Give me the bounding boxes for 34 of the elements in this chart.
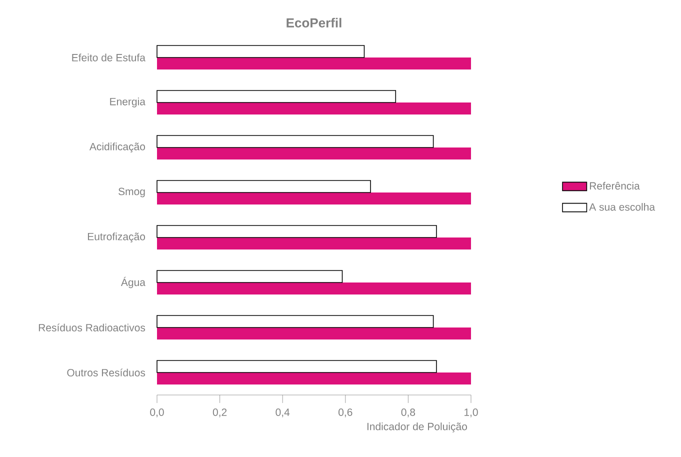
bar xyxy=(157,147,471,160)
y-tick-label: Acidificação xyxy=(89,142,146,152)
x-tick-label: 0,8 xyxy=(401,408,416,418)
x-axis-title: Indicador de Poluição xyxy=(367,422,467,432)
y-tick-label: Energia xyxy=(110,98,146,108)
bar xyxy=(157,237,471,250)
bar xyxy=(156,135,434,148)
bar xyxy=(156,180,371,193)
x-tick-label: 0,2 xyxy=(212,408,227,418)
x-tick-label: 1,0 xyxy=(464,408,478,418)
y-tick-label: Efeito de Estufa xyxy=(72,54,146,62)
bar xyxy=(156,45,365,58)
legend-label: A sua escolha xyxy=(589,203,656,211)
y-tick-label: Outros Resíduos xyxy=(67,368,146,376)
y-tick-label: Resíduos Radioactivos xyxy=(38,324,146,332)
legend-label: Referência xyxy=(590,182,640,190)
bar xyxy=(156,315,434,328)
bar xyxy=(156,270,343,283)
y-tick-label: Água xyxy=(120,276,146,288)
bar xyxy=(156,225,437,238)
bar xyxy=(157,102,471,114)
bar xyxy=(157,58,471,70)
x-tick-label: 0,6 xyxy=(338,408,352,418)
bar xyxy=(156,360,437,373)
bar xyxy=(156,90,396,103)
y-tick-label: Eutrofização xyxy=(88,232,146,242)
x-tick-label: 0,0 xyxy=(150,408,164,418)
bar xyxy=(157,327,471,340)
chart-title: EcoPerfil xyxy=(286,18,342,28)
y-tick-label: Smog xyxy=(118,188,145,198)
x-tick-label: 0,4 xyxy=(276,408,290,418)
bar xyxy=(157,282,471,294)
bar xyxy=(157,192,471,204)
bar xyxy=(157,372,471,384)
